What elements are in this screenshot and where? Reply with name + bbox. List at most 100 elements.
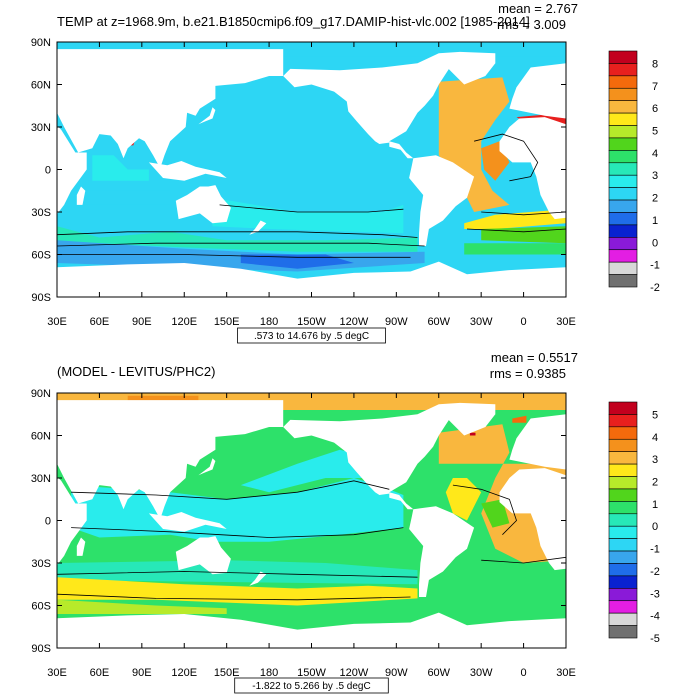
land-nz xyxy=(249,220,267,235)
y-tick-label: 0 xyxy=(45,516,51,528)
y-tick-label: 60S xyxy=(31,601,51,613)
colorbar-label: -2 xyxy=(650,282,660,294)
contour-line xyxy=(57,571,418,578)
colorbar-cell xyxy=(608,249,638,263)
colorbar: 5 4 3 2 1 0 -1 -2 -3 -4 -5 xyxy=(608,401,660,645)
contour-line xyxy=(71,480,390,500)
colorbar-label: 1 xyxy=(652,499,658,511)
y-tick-label: 90S xyxy=(31,292,51,304)
rms-label: rms = 3.009 xyxy=(497,17,566,32)
x-tick-label: 30E xyxy=(47,316,67,328)
colorbar-label: -5 xyxy=(650,633,660,645)
contour-line xyxy=(71,527,404,538)
colorbar-cell xyxy=(608,162,638,176)
land-centralAmerica xyxy=(389,492,414,510)
land-africaWest xyxy=(499,117,566,220)
contour-info-box xyxy=(234,677,389,694)
colorbar-cell xyxy=(608,150,638,164)
colorbar-label: 5 xyxy=(652,125,658,137)
field-region xyxy=(464,243,566,255)
colorbar-cell xyxy=(608,187,638,201)
colorbar-cell xyxy=(608,224,638,238)
colorbar-label: -2 xyxy=(650,566,660,578)
x-tick-label: 0 xyxy=(521,667,527,679)
colorbar-label: 8 xyxy=(652,58,658,70)
y-tick-label: 60N xyxy=(31,80,51,92)
colorbar-cell xyxy=(608,600,638,614)
colorbar-cell xyxy=(608,563,638,577)
mean-label: mean = 0.5517 xyxy=(491,350,578,365)
y-tick-label: 90S xyxy=(31,643,51,655)
field-region xyxy=(512,415,527,423)
colorbar-cell xyxy=(608,212,638,226)
land-australia xyxy=(175,536,231,575)
colorbar-label: 6 xyxy=(652,103,658,115)
field-region xyxy=(127,395,199,402)
contour-line xyxy=(57,242,425,247)
colorbar-cell xyxy=(608,87,638,101)
x-tick-label: 180 xyxy=(260,316,278,328)
colorbar-cell xyxy=(608,550,638,564)
colorbar-cell xyxy=(608,174,638,188)
colorbar-label: 4 xyxy=(652,432,658,444)
colorbar-label: 2 xyxy=(652,193,658,205)
colorbar-cell xyxy=(608,488,638,502)
y-tick-label: 30N xyxy=(31,122,51,134)
colorbar-label: 7 xyxy=(652,81,658,93)
land-japan xyxy=(198,458,216,476)
contour-line xyxy=(219,204,404,213)
x-tick-label: 120W xyxy=(340,316,369,328)
colorbar-cell xyxy=(608,451,638,465)
x-tick-label: 150E xyxy=(214,667,240,679)
colorbar-label: 5 xyxy=(652,409,658,421)
colorbar-cell xyxy=(608,438,638,452)
colorbar-cell xyxy=(608,75,638,89)
land-europe xyxy=(509,63,566,119)
colorbar: 8 7 6 5 4 3 2 1 0 -1 -2 xyxy=(608,50,660,294)
x-tick-label: 90W xyxy=(385,316,408,328)
field-region xyxy=(57,577,418,606)
colorbar-cell xyxy=(608,575,638,589)
land-southAmerica xyxy=(409,155,475,246)
colorbar-cell xyxy=(608,525,638,539)
contour-line xyxy=(57,254,411,258)
land-japan xyxy=(198,107,216,125)
field-region xyxy=(464,209,566,229)
x-tick-label: 90W xyxy=(385,667,408,679)
y-tick-label: 30S xyxy=(31,558,51,570)
colorbar-cell xyxy=(608,261,638,275)
contour-line xyxy=(481,211,566,216)
colorbar-cell xyxy=(608,137,638,151)
x-tick-label: 120E xyxy=(171,316,197,328)
land-greenland xyxy=(438,51,496,85)
colorbar-cell xyxy=(608,274,638,288)
mean-label: mean = 2.767 xyxy=(498,1,578,16)
land-eurasia xyxy=(57,49,284,169)
colorbar-cell xyxy=(608,414,638,428)
colorbar-label: 0 xyxy=(652,521,658,533)
land-africaWest xyxy=(499,468,566,571)
x-tick-label: 90E xyxy=(132,316,152,328)
colorbar-label: 3 xyxy=(652,454,658,466)
field-region xyxy=(57,599,227,614)
x-tick-label: 30E xyxy=(556,316,576,328)
x-tick-label: 120W xyxy=(340,667,369,679)
colorbar-cell xyxy=(608,612,638,626)
chart-panel-1: 30E 60E 90E 120E 150E 180 150W 120W 90W 60W 30W 0 30… xyxy=(31,1,660,344)
colorbar-cell xyxy=(608,100,638,114)
field-region xyxy=(481,499,510,528)
colorbar-cell xyxy=(608,237,638,251)
x-tick-label: 30E xyxy=(47,667,67,679)
x-tick-label: 0 xyxy=(521,316,527,328)
y-tick-label: 90N xyxy=(31,37,51,49)
land-northAmerica xyxy=(283,402,460,495)
y-tick-label: 60S xyxy=(31,250,51,262)
colorbar-cell xyxy=(608,112,638,126)
field-region xyxy=(481,226,566,244)
x-tick-label: 60E xyxy=(90,316,110,328)
x-tick-label: 120E xyxy=(171,667,197,679)
land-madagascar xyxy=(76,537,86,556)
x-tick-label: 60E xyxy=(90,667,110,679)
x-tick-label: 180 xyxy=(260,667,278,679)
